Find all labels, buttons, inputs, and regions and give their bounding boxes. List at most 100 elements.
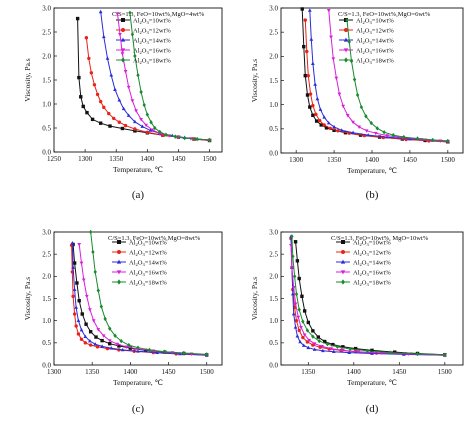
data-point [145, 130, 150, 135]
data-point [142, 102, 146, 108]
data-point [71, 294, 75, 298]
data-point [332, 128, 336, 132]
data-point [120, 52, 125, 56]
data-point [76, 332, 81, 336]
legend-marker [117, 279, 121, 285]
series-5 [88, 229, 209, 357]
data-point [326, 120, 331, 125]
data-point [317, 118, 322, 123]
data-point [88, 308, 92, 312]
panel-annotation: C/S=1.3, FeO=10wt%,MgO=8wt% [108, 235, 201, 242]
data-point [150, 128, 155, 132]
series-1 [75, 16, 212, 143]
y-tick-label: 1.0 [42, 317, 51, 325]
legend-label: Al2O3=18wt% [353, 279, 391, 287]
x-tick-label: 1400 [123, 368, 138, 376]
series-line [290, 236, 445, 356]
x-axis-label: Temperature, ℃ [113, 165, 164, 174]
series-line [290, 245, 445, 356]
data-point [71, 265, 75, 269]
legend-label: Al2O3=12wt% [353, 249, 391, 256]
data-point [103, 316, 107, 322]
data-point [83, 341, 88, 345]
data-point [313, 82, 317, 86]
legend-entry: Al2O3=12wt% [116, 27, 171, 35]
data-point [365, 348, 370, 354]
data-point [297, 328, 301, 333]
data-point [300, 294, 304, 298]
legend-entry: Al2O3=16wt% [116, 47, 171, 55]
legend-entry: Al2O3=12wt% [339, 27, 394, 35]
data-point [369, 120, 373, 126]
data-point [306, 73, 310, 78]
legend-entry: Al2O3=14wt% [112, 259, 167, 267]
data-point [314, 119, 319, 123]
data-point [74, 305, 79, 309]
data-point [302, 44, 306, 49]
data-point [98, 121, 103, 125]
data-point [79, 261, 84, 266]
legend-entry: Al2O3=12wt% [112, 249, 167, 257]
data-point [88, 229, 93, 235]
data-point [382, 130, 386, 135]
data-point [415, 351, 420, 357]
data-point [297, 307, 301, 312]
legend-marker [340, 259, 346, 264]
panel-label: (b) [366, 189, 379, 201]
data-point [96, 328, 101, 332]
x-tick-label: 1350 [301, 368, 316, 376]
data-point [147, 347, 152, 353]
data-point [173, 134, 178, 139]
data-point [345, 17, 349, 23]
data-point [341, 349, 345, 353]
data-point [87, 56, 91, 61]
data-point [446, 138, 450, 144]
legend-label: Al2O3=10wt% [133, 17, 171, 25]
data-point [100, 344, 104, 348]
series-line [291, 236, 445, 356]
legend-entry: Al2O3=10wt% [116, 17, 171, 25]
x-tick-label: 1400 [347, 368, 362, 376]
data-point [134, 109, 139, 113]
data-point [84, 322, 88, 326]
data-point [312, 342, 317, 346]
data-point [118, 33, 122, 37]
x-tick-label: 1400 [140, 155, 155, 163]
data-point [311, 343, 315, 347]
data-point [291, 286, 296, 290]
data-point [443, 352, 447, 358]
panel-label: (c) [132, 403, 145, 415]
x-axis-label: Temperature, ℃ [113, 378, 164, 387]
data-point [205, 352, 209, 357]
data-point [317, 338, 321, 344]
series-5 [290, 234, 447, 358]
y-tick-label: 1.5 [42, 295, 51, 303]
legend-label: Al2O3=10wt% [356, 17, 394, 25]
data-point [373, 131, 378, 136]
data-point [366, 133, 371, 137]
legend-label: Al2O3=10wt% [353, 239, 391, 247]
data-point [305, 93, 310, 97]
y-tick-label: 3.0 [42, 4, 51, 12]
data-point [113, 333, 117, 338]
legend-label: Al2O3=16wt% [356, 47, 394, 55]
data-point [335, 344, 340, 350]
data-point [117, 98, 122, 102]
data-point [153, 125, 157, 131]
data-point [84, 36, 89, 40]
data-point [95, 92, 100, 97]
data-point [120, 126, 125, 131]
data-point [92, 83, 97, 87]
data-point [84, 294, 89, 299]
y-tick-label: 2.5 [42, 251, 51, 259]
data-point [119, 338, 123, 344]
series-line [304, 20, 448, 143]
x-tick-label: 1300 [78, 155, 93, 163]
legend-marker [341, 279, 345, 285]
x-tick-label: 1350 [85, 368, 100, 376]
data-point [95, 345, 100, 349]
data-point [303, 18, 307, 22]
data-point [290, 266, 294, 270]
y-tick-label: 2.0 [42, 52, 51, 60]
data-point [415, 136, 420, 141]
